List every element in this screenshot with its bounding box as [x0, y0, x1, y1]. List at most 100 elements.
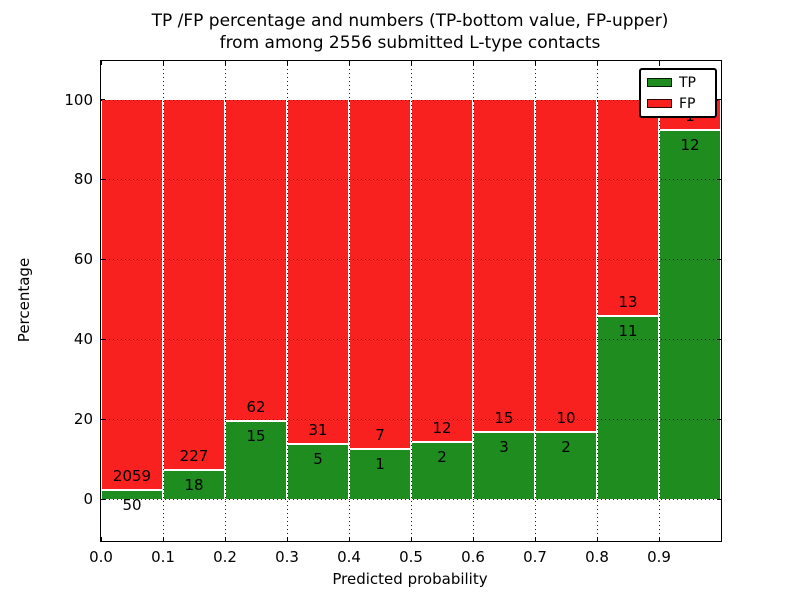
gridline-horizontal: [101, 499, 721, 500]
x-tick-label: 0.1: [151, 548, 175, 566]
fp-count-label: 13: [618, 292, 638, 311]
x-tick-mark: [596, 61, 598, 65]
x-tick-label: 0.0: [89, 548, 113, 566]
y-tick-label: 100: [64, 90, 93, 109]
x-tick-mark: [348, 537, 350, 541]
y-tick-mark: [101, 338, 105, 340]
y-tick-label: 0: [83, 490, 93, 508]
x-tick-mark: [224, 537, 226, 541]
x-tick-label: 0.8: [585, 548, 609, 566]
y-tick-mark: [101, 99, 105, 100]
gridline-vertical: [534, 61, 536, 541]
tp-count-label: 5: [313, 449, 323, 468]
bar-segment-tp: [660, 131, 720, 499]
tp-count-label: 12: [680, 136, 700, 155]
tp-count-label: 2: [561, 438, 571, 457]
tp-legend-label: TP: [679, 74, 696, 91]
x-tick-mark: [286, 537, 288, 541]
tp-count-label: 3: [499, 438, 509, 457]
bar-segment-fp: [102, 99, 162, 489]
fp-count-label: 7: [375, 426, 385, 445]
bar-segment-tp: [536, 433, 596, 499]
plot-area: TP FP 2059 50 227 18 62 15 31 5 7 1 12 2 15 3 10 2 13 11 1…: [64, 60, 722, 565]
y-tick-mark: [717, 498, 721, 500]
x-tick-label: 0.6: [461, 548, 485, 566]
fp-count-label: 15: [494, 409, 514, 428]
fp-count-label: 227: [179, 446, 209, 465]
gridline-horizontal: [101, 179, 721, 181]
x-tick-mark: [100, 537, 102, 541]
x-tick-label: 0.9: [647, 548, 671, 566]
x-tick-mark: [534, 61, 536, 65]
gridline-vertical: [286, 61, 288, 541]
bar-segment-fp: [164, 99, 224, 469]
x-tick-mark: [472, 537, 474, 541]
legend: TP FP: [639, 68, 717, 118]
gridline-vertical: [410, 61, 412, 541]
gridline-horizontal: [101, 419, 721, 421]
x-tick-mark: [534, 537, 536, 541]
bar-segment-fp: [412, 99, 472, 441]
legend-entry-fp: FP: [647, 95, 709, 112]
bar-segment-tp: [598, 316, 658, 499]
x-tick-mark: [162, 537, 164, 541]
tp-count-label: 1: [375, 455, 385, 474]
y-tick-label: 60: [73, 250, 93, 269]
legend-entry-tp: TP: [647, 74, 709, 91]
y-tick-mark: [101, 258, 105, 260]
chart-title-line1: TP /FP percentage and numbers (TP-bottom…: [151, 11, 669, 31]
y-tick-label: 80: [73, 170, 93, 189]
x-tick-mark: [224, 61, 226, 65]
y-axis-title: Percentage: [15, 257, 33, 343]
x-tick-mark: [410, 537, 412, 541]
x-tick-label: 0.3: [275, 548, 299, 566]
x-tick-mark: [348, 61, 350, 65]
gridline-horizontal: [101, 99, 721, 101]
x-tick-label: 0.4: [337, 548, 361, 566]
bar-segment-fp: [288, 99, 348, 443]
x-tick-mark: [658, 537, 660, 541]
gridline-vertical: [596, 61, 598, 541]
fp-count-label: 12: [432, 418, 452, 437]
tp-count-label: 50: [122, 495, 142, 514]
y-tick-label: 40: [73, 330, 93, 349]
bar-segment-tp: [102, 490, 162, 499]
bar-segment-tp: [412, 442, 472, 499]
y-tick-mark: [717, 338, 721, 340]
fp-legend-swatch: [647, 99, 672, 108]
y-tick-mark: [717, 258, 721, 260]
gridline-horizontal: [101, 339, 721, 341]
tp-count-label: 2: [437, 447, 447, 466]
y-tick-mark: [101, 498, 105, 500]
x-tick-label: 0.2: [213, 548, 237, 566]
bar-segment-tp: [474, 433, 534, 499]
x-tick-label: 0.7: [523, 548, 547, 566]
bar-segment-fp: [536, 99, 596, 432]
y-tick-mark: [717, 99, 721, 100]
x-tick-mark: [658, 61, 660, 65]
x-axis-title: Predicted probability: [332, 570, 488, 588]
gridline-vertical: [162, 61, 164, 541]
fp-count-label: 31: [308, 420, 328, 439]
bar-segment-fp: [598, 99, 658, 315]
bar-segment-tp: [164, 470, 224, 499]
fp-count-label: 62: [246, 398, 266, 417]
gridline-vertical: [472, 61, 474, 541]
x-tick-label: 0.5: [399, 548, 423, 566]
x-tick-mark: [162, 61, 164, 65]
bar-segment-tp: [226, 422, 286, 499]
chart-title-line2: from among 2556 submitted L-type contact…: [219, 33, 601, 53]
x-tick-mark: [410, 61, 412, 65]
y-tick-label: 20: [73, 410, 93, 429]
tp-count-label: 18: [184, 475, 204, 494]
bar-segment-fp: [350, 99, 410, 449]
fp-count-label: 2059: [112, 466, 152, 485]
y-tick-mark: [101, 178, 105, 180]
x-tick-mark: [286, 61, 288, 65]
gridline-vertical: [224, 61, 226, 541]
y-tick-mark: [101, 418, 105, 420]
y-tick-mark: [717, 418, 721, 420]
bar-segment-tp: [288, 444, 348, 499]
tp-count-label: 11: [618, 321, 638, 340]
